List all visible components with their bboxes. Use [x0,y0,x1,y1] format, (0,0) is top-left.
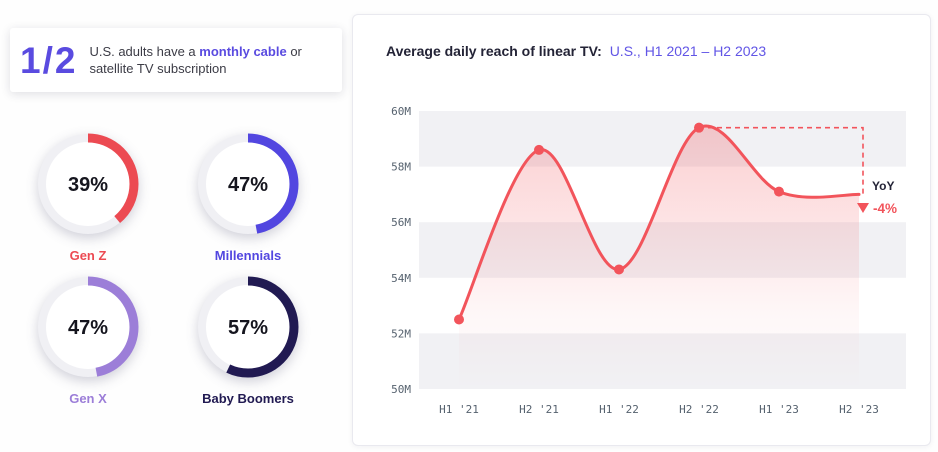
data-point [774,186,784,197]
linear-tv-chart-card: Average daily reach of linear TV: U.S., … [352,14,931,446]
yoy-label: YoY [872,179,894,193]
donut-grid: 39% Gen Z 47% Millennials 47% Gen X 57% Baby Bo… [8,118,328,406]
donut-arc [37,133,139,235]
donut-percentage: 47% [228,174,268,196]
yoy-value: -4% [873,201,897,216]
area-fill [459,125,859,389]
donut-arc [197,276,299,378]
donut-millennials: 47% Millennials [168,128,328,263]
donut-label: Gen Z [69,248,107,263]
stat-text-highlight: monthly cable [199,43,287,59]
donut-gen-z: 39% Gen Z [8,128,168,263]
chart-title: Average daily reach of linear TV: U.S., … [386,43,766,59]
donut-face [43,282,133,372]
y-tick-label: 56M [391,216,411,229]
stat-text-after: or satellite TV subscription [89,43,302,76]
stat-text-before: U.S. adults have a [89,43,200,59]
fraction-value: 1/2 [20,39,78,81]
donut-face [43,139,133,229]
x-tick-label: H2 '23 [839,403,879,416]
y-tick-label: 60M [391,105,411,118]
chart-title-range: U.S., H1 2021 – H2 2023 [609,43,767,59]
chart-band [419,111,906,167]
data-point [534,144,544,155]
chart-title-main: Average daily reach of linear TV: [386,43,602,59]
subscription-stat-card: 1/2 U.S. adults have a monthly cable or … [10,28,342,92]
y-tick-label: 52M [391,327,411,340]
donut-ring-millennials: 47% [197,133,299,235]
donut-label: Baby Boomers [202,391,294,406]
donut-face [203,282,293,372]
donut-baby-boomers: 57% Baby Boomers [168,271,328,406]
donut-label: Gen X [69,391,107,406]
data-point [694,122,704,133]
donut-ring-baby-boomers: 57% [197,276,299,378]
donut-ring-gen-z: 39% [37,133,139,235]
x-tick-label: H1 '22 [599,403,639,416]
x-tick-label: H1 '23 [759,403,799,416]
y-tick-label: 50M [391,383,411,396]
x-tick-label: H2 '21 [519,403,559,416]
donut-arc [197,133,299,235]
data-point [614,264,624,275]
donut-gen-x: 47% Gen X [8,271,168,406]
donut-ring-gen-x: 47% [37,276,139,378]
donut-face [203,139,293,229]
data-point [454,314,464,325]
donut-label: Millennials [214,248,282,263]
yoy-arrow-down-icon [857,203,869,213]
y-tick-label: 54M [391,272,411,285]
donut-percentage: 57% [228,317,268,339]
y-tick-label: 58M [391,161,411,174]
stat-description: U.S. adults have a monthly cable or sate… [89,43,307,77]
x-tick-label: H1 '21 [439,403,479,416]
donut-arc [37,276,139,378]
yoy-dashed-line [699,126,864,197]
line-chart: 50M 52M 54M 56M 58M 60M H1 '21 H2 '21 H1 '22 H2 '… [391,105,906,416]
x-tick-label: H2 '22 [679,403,719,416]
donut-percentage: 47% [68,317,108,339]
donut-percentage: 39% [68,174,108,196]
